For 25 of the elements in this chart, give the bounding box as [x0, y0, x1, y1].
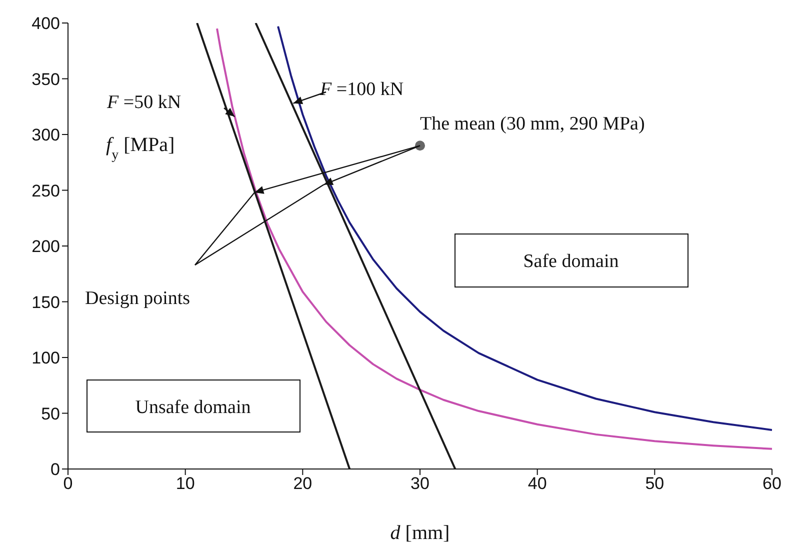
- y-tick-label: 100: [32, 348, 60, 368]
- x-axis-title: d [mm]: [390, 522, 450, 544]
- y-tick-label: 400: [32, 14, 60, 34]
- annotation: Unsafe domain: [135, 397, 252, 418]
- x-tick-label: 10: [176, 474, 195, 494]
- y-axis-title: f$_{y}$ [MPa]: [106, 134, 175, 162]
- text: F =50 kN: [106, 92, 182, 113]
- y-tick-label: 250: [32, 181, 60, 200]
- y-tick-label: 200: [32, 237, 60, 256]
- x-tick-label: 60: [762, 474, 782, 494]
- x-tick-label: 30: [410, 474, 430, 494]
- annotation: Safe domain: [523, 251, 620, 272]
- y-tick-label: 300: [32, 126, 60, 145]
- x-tick-label: 20: [293, 474, 312, 494]
- series-label: F =100 kN: [319, 79, 404, 100]
- x-tick-label: 40: [528, 474, 547, 494]
- x-tick-label: 50: [645, 474, 664, 494]
- y-tick-label: 0: [50, 460, 60, 480]
- x-tick-label: 0: [63, 474, 73, 494]
- y-tick-label: 50: [41, 404, 60, 424]
- annotation: The mean (30 mm, 290 MPa): [420, 114, 645, 135]
- annotation: Design points: [85, 288, 190, 309]
- line-series: [277, 25, 772, 431]
- y-tick-label: 350: [32, 70, 60, 89]
- y-tick-label: 150: [32, 292, 60, 312]
